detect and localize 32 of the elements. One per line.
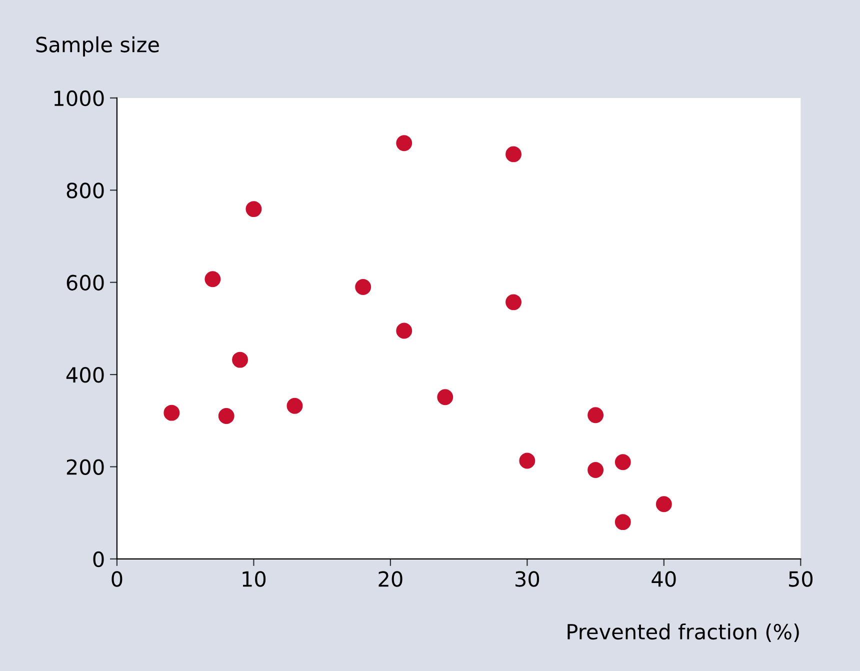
point — [396, 135, 412, 152]
y-axis-title: Sample size — [36, 36, 159, 56]
y-tick-label: 200 — [66, 459, 104, 475]
point — [286, 398, 303, 414]
y-tick-label: 800 — [66, 182, 104, 198]
point — [506, 146, 522, 162]
point — [656, 496, 672, 512]
point — [246, 201, 262, 218]
x-axis-title: Prevented fraction (%) — [568, 623, 799, 642]
point — [588, 462, 604, 478]
point — [506, 294, 522, 310]
y-tick-label: 0 — [93, 551, 104, 568]
x-tick-label: 0 — [112, 571, 122, 587]
point — [164, 404, 180, 421]
x-tick-label: 50 — [789, 571, 813, 587]
point — [614, 454, 631, 470]
point — [204, 271, 221, 288]
x-tick-label: 10 — [242, 571, 266, 587]
point — [232, 352, 248, 368]
x-tick-label: 40 — [652, 571, 676, 587]
point — [614, 514, 631, 530]
x-tick-label: 20 — [378, 571, 402, 587]
point — [588, 407, 604, 424]
point — [437, 389, 454, 406]
point — [355, 278, 372, 295]
point — [218, 408, 234, 424]
point — [396, 322, 412, 339]
x-tick-label: 30 — [516, 571, 540, 587]
y-tick-label: 600 — [66, 274, 104, 291]
point — [519, 452, 536, 469]
y-tick-label: 400 — [66, 367, 104, 383]
y-tick-label: 1000 — [54, 90, 104, 106]
